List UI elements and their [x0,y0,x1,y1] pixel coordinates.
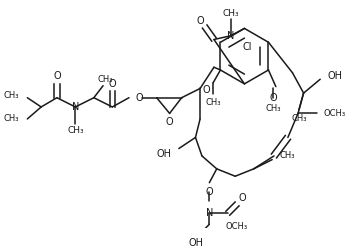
Text: CH₃: CH₃ [222,9,239,18]
Text: CH₃: CH₃ [265,104,281,113]
Text: CH₃: CH₃ [279,152,295,160]
Text: O: O [239,193,246,203]
Text: CH₃: CH₃ [3,114,19,123]
Text: O: O [196,16,204,26]
Text: O: O [206,187,213,197]
Text: O: O [135,93,143,103]
Text: O: O [53,71,61,81]
Text: CH₃: CH₃ [205,98,221,107]
Text: N: N [227,31,234,41]
Text: CH₃: CH₃ [291,114,307,123]
Text: OH: OH [157,149,172,159]
Text: N: N [72,102,79,112]
Text: O: O [166,117,173,127]
Text: O: O [203,85,211,95]
Text: OH: OH [189,238,204,246]
Text: OH: OH [327,71,342,81]
Text: CH₃: CH₃ [3,91,19,100]
Text: OCH₃: OCH₃ [226,222,248,231]
Text: Cl: Cl [242,42,252,52]
Text: O: O [109,79,116,89]
Text: CH₃: CH₃ [67,126,84,136]
Text: N: N [206,208,213,218]
Text: OCH₃: OCH₃ [324,109,346,118]
Text: O: O [269,93,277,103]
Text: CH₃: CH₃ [97,75,113,84]
